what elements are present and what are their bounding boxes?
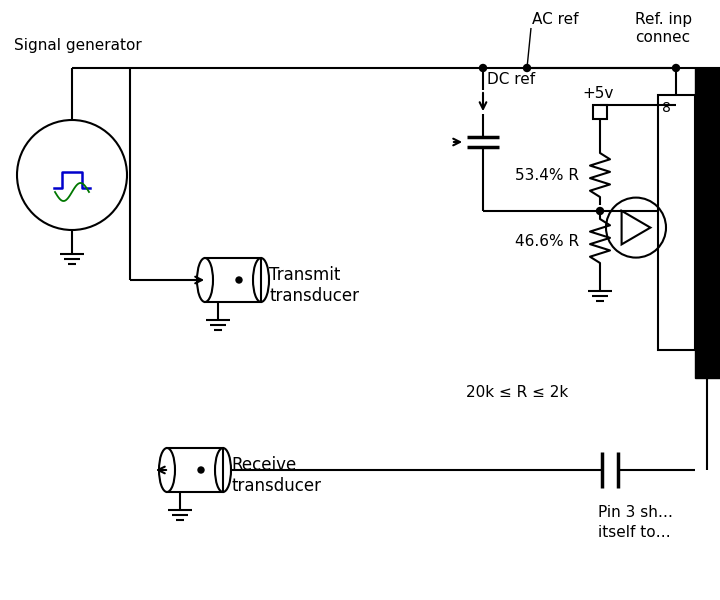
Text: Transmit
transducer: Transmit transducer [269, 266, 359, 305]
Text: Ref. inp: Ref. inp [635, 12, 692, 27]
Bar [658, 95, 695, 350]
Text: +5v: +5v [582, 86, 613, 101]
Circle shape [596, 208, 603, 214]
Text: Receive
transducer: Receive transducer [231, 456, 321, 495]
Bar [205, 258, 261, 302]
Text: connec: connec [635, 30, 690, 45]
Circle shape [236, 277, 242, 283]
Text: Signal generator: Signal generator [14, 38, 142, 53]
Bar [167, 448, 223, 492]
Ellipse shape [197, 258, 213, 302]
Text: 46.6% R: 46.6% R [515, 233, 579, 248]
Text: DC ref: DC ref [487, 72, 535, 87]
Bar [593, 105, 607, 119]
Circle shape [198, 467, 204, 473]
Ellipse shape [159, 448, 175, 492]
Text: 20k ≤ R ≤ 2k: 20k ≤ R ≤ 2k [466, 385, 568, 400]
Text: Pin 3 sh…: Pin 3 sh… [598, 505, 673, 520]
Text: 53.4% R: 53.4% R [515, 167, 579, 182]
Circle shape [523, 64, 531, 71]
Text: AC ref: AC ref [532, 12, 578, 27]
Bar [695, 68, 720, 378]
Circle shape [672, 64, 680, 71]
Text: itself to…: itself to… [598, 525, 671, 540]
Text: 8: 8 [662, 101, 671, 115]
Circle shape [480, 64, 487, 71]
